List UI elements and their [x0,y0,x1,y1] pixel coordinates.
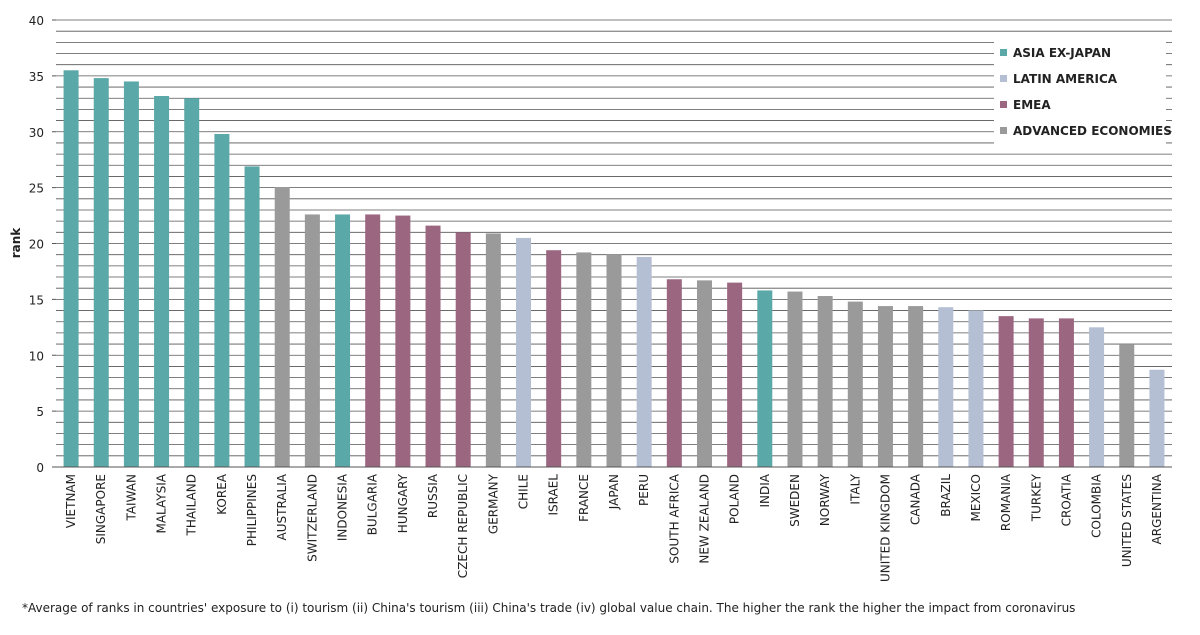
x-tick-label: SINGAPORE [94,474,108,544]
x-tick-label: TAIWAN [124,474,138,522]
x-tick-label: INDONESIA [336,473,350,541]
bar [636,256,652,467]
x-tick-label: CROATIA [1059,473,1073,526]
legend-label: LATIN AMERICA [1013,72,1118,86]
bar [63,70,79,467]
legend-swatch [1000,75,1007,82]
x-tick-label: AUSTRALIA [275,473,289,540]
bar [335,214,351,467]
x-tick-label: MEXICO [969,474,983,522]
bar [696,280,712,467]
x-tick-label: RUSSIA [426,473,440,518]
bar [304,214,320,467]
x-tick-label: POLAND [728,474,742,524]
y-tick-label: 10 [29,349,44,363]
x-tick-label: SWEDEN [788,474,802,527]
bar [184,98,200,467]
x-tick-label: CHILE [517,474,531,509]
x-tick-label: JAPAN [607,474,621,510]
bar [214,133,230,468]
bar [365,214,381,467]
x-tick-label: HUNGARY [396,473,410,533]
bar [93,78,109,468]
x-tick-label: ITALY [848,473,862,504]
y-tick-label: 40 [29,14,44,28]
bar [817,296,833,467]
bar [908,306,924,467]
x-tick-label: THAILAND [185,474,199,537]
y-tick-label: 35 [29,70,44,84]
footnote: *Average of ranks in countries' exposure… [22,601,1075,615]
bar [485,233,501,467]
x-tick-label: GERMANY [486,473,500,534]
bar [606,254,622,467]
bar [757,290,773,467]
bar [1058,318,1074,467]
x-tick-label: SWITZERLAND [305,474,319,562]
x-tick-label: VIETNAM [64,474,78,528]
legend-box [994,38,1166,146]
bar [425,225,441,467]
y-tick-label: 25 [29,182,44,196]
x-tick-label: UNITED STATES [1120,474,1134,567]
x-tick-label: KOREA [215,473,229,515]
x-tick-label: ARGENTINA [1150,473,1164,544]
legend-swatch [1000,127,1007,134]
bar [727,282,743,467]
bar [455,232,471,467]
x-tick-label: NORWAY [818,473,832,526]
x-tick-label: INDIA [758,473,772,507]
bar [1119,344,1135,467]
bar [968,310,984,467]
y-tick-label: 0 [36,461,44,475]
legend-label: EMEA [1013,98,1051,112]
x-tick-label: TURKEY [1029,473,1043,522]
bar [666,279,682,467]
legend-label: ADVANCED ECONOMIES [1013,124,1172,138]
bar [395,215,411,467]
x-tick-label: SOUTH AFRICA [667,473,681,563]
legend-label: ASIA EX-JAPAN [1013,46,1111,60]
x-tick-label: PHILIPPINES [245,474,259,546]
x-tick-label: CZECH REPUBLIC [456,474,470,578]
bar [847,301,863,467]
bar [877,306,893,467]
x-tick-label: BRAZIL [939,474,953,517]
bar [274,187,290,467]
x-tick-label: PERU [637,474,651,506]
bar [1149,369,1165,467]
bar [787,291,803,467]
x-tick-label: ISRAEL [547,474,561,516]
bar [576,252,592,467]
x-tick-label: ROMANIA [999,473,1013,531]
bar [1028,318,1044,467]
bar [154,95,170,468]
x-tick-label: COLOMBIA [1090,473,1104,538]
bar [938,307,954,467]
bar [244,166,260,467]
y-tick-label: 15 [29,293,44,307]
y-axis-label: rank [9,227,23,259]
y-tick-label: 30 [29,126,44,140]
bar [998,316,1014,467]
bar [1089,327,1105,467]
x-tick-label: FRANCE [577,474,591,522]
bar [516,237,532,467]
x-tick-label: NEW ZEALAND [697,474,711,564]
legend-swatch [1000,101,1007,108]
bar [123,81,139,468]
y-tick-label: 5 [36,405,44,419]
x-tick-label: BULGARIA [366,473,380,535]
legend-swatch [1000,49,1007,56]
x-tick-label: MALAYSIA [155,473,169,533]
y-tick-label: 20 [29,238,44,252]
x-tick-label: UNITED KINGDOM [878,474,892,582]
bar [546,250,562,467]
x-tick-label: CANADA [909,473,923,525]
